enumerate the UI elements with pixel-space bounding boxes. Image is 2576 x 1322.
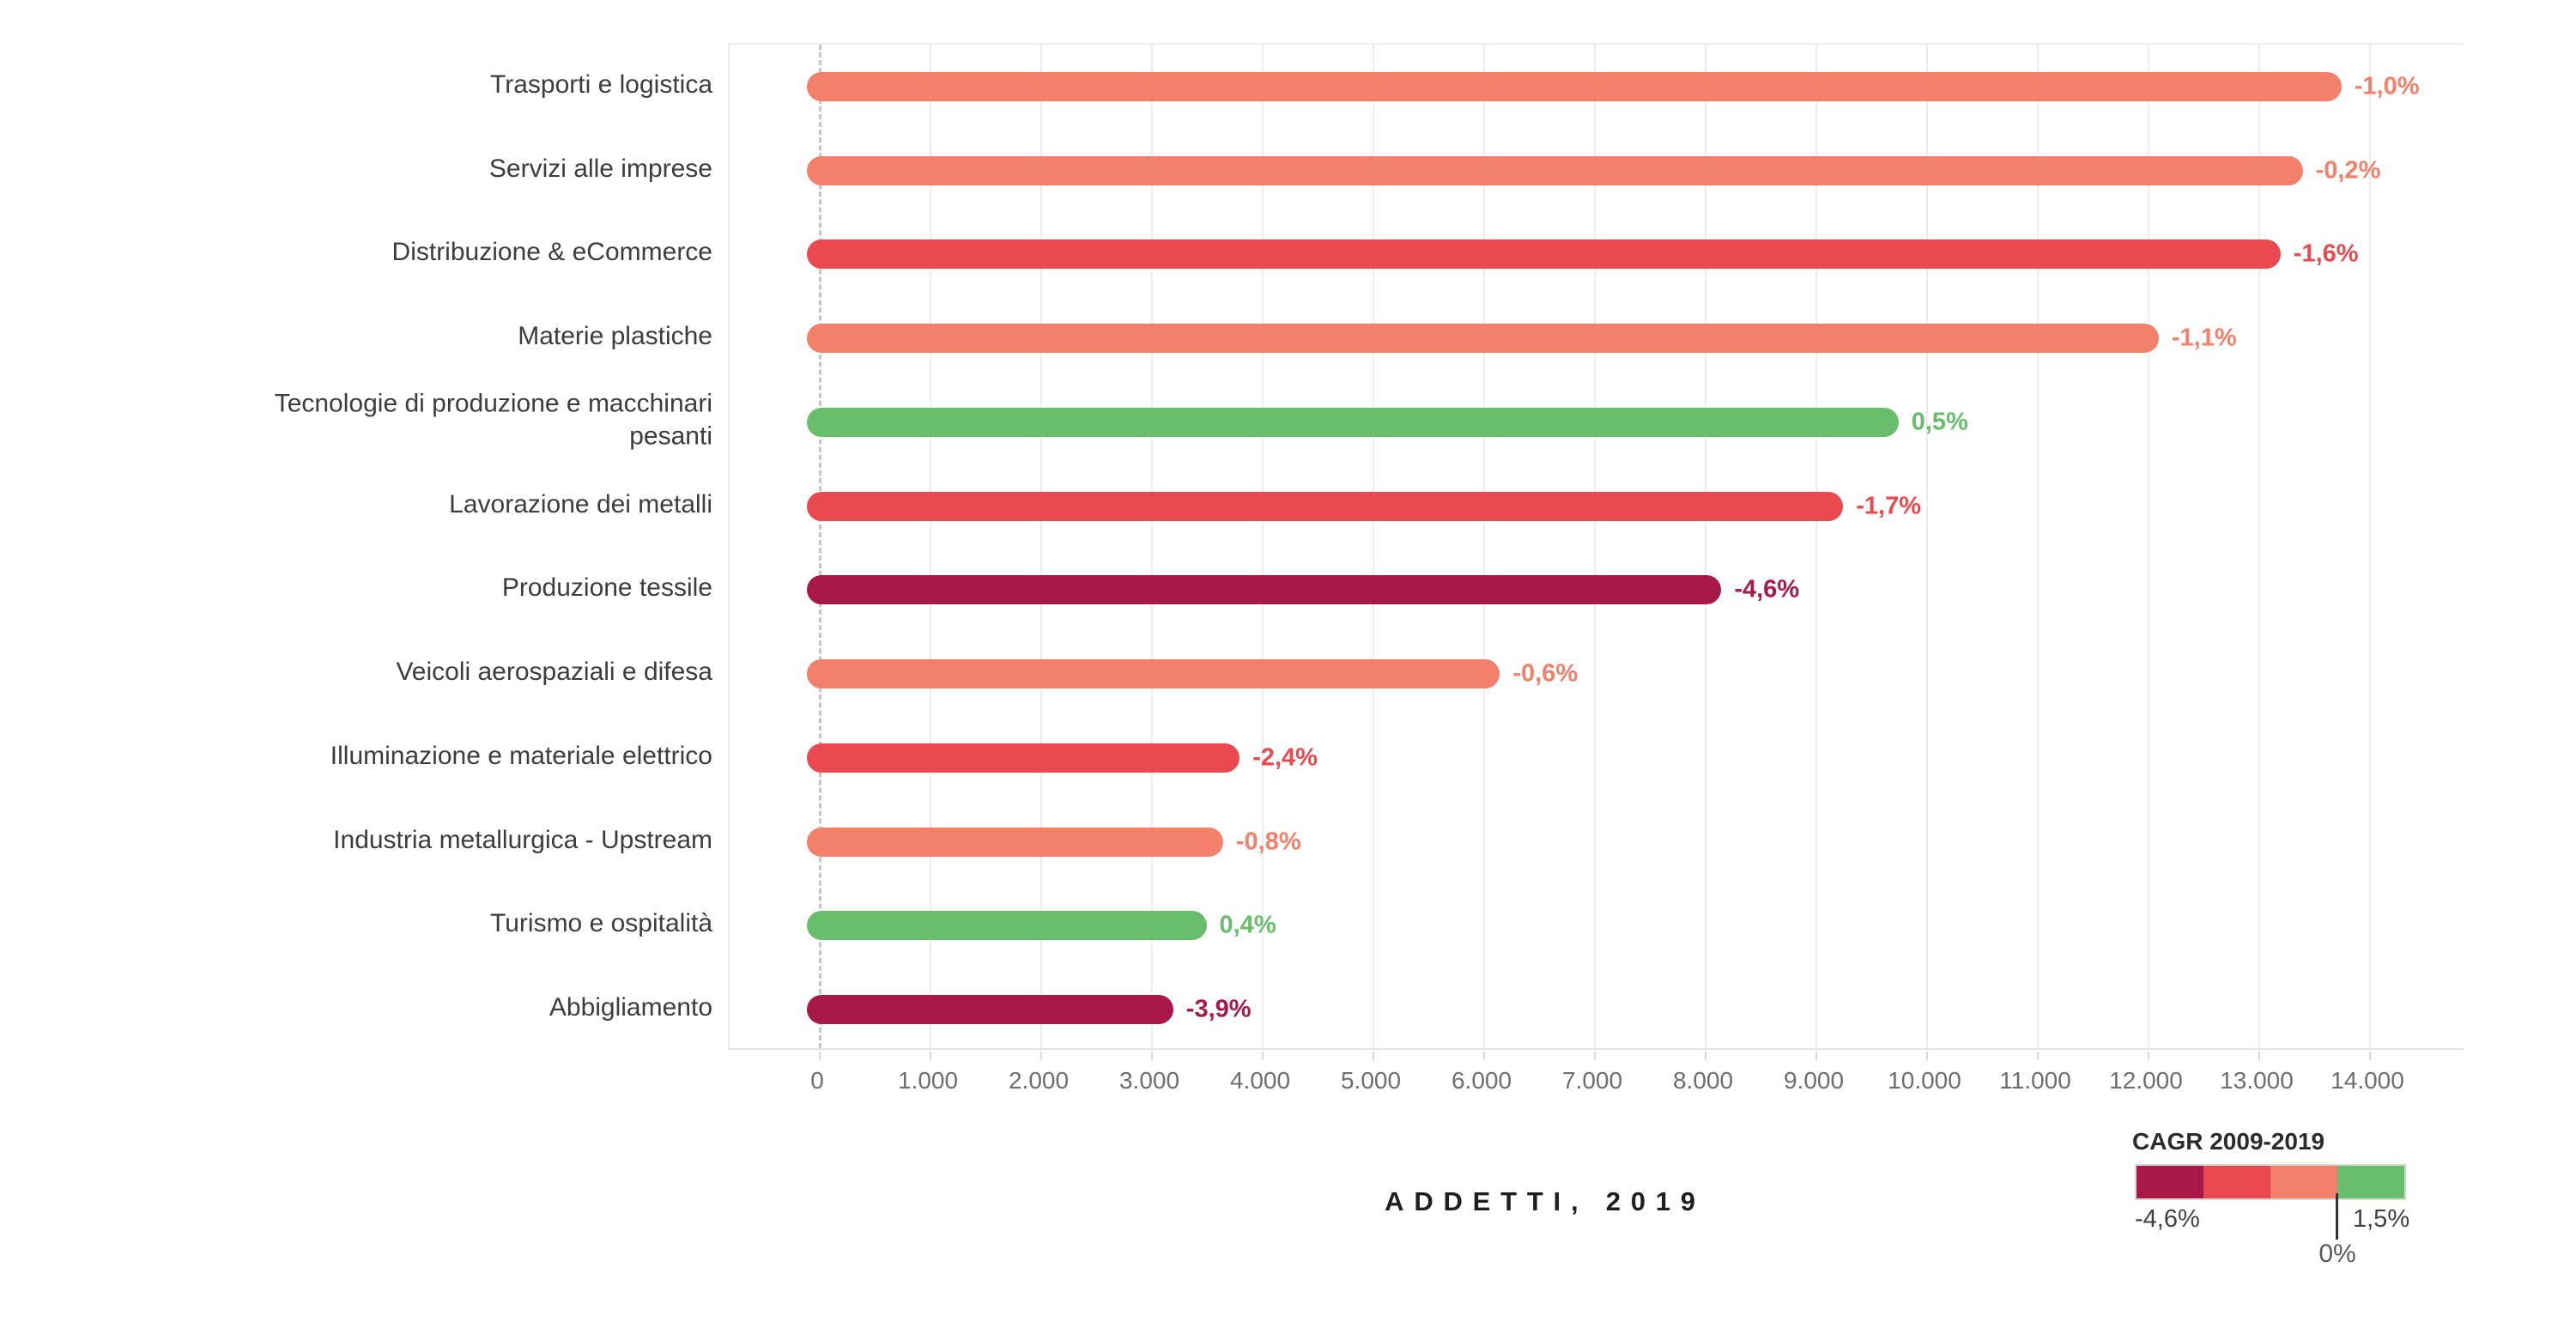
bar[interactable] bbox=[807, 911, 1207, 941]
category-label: Lavorazione dei metalli bbox=[449, 489, 712, 518]
bar[interactable] bbox=[807, 659, 1500, 689]
legend-zero-tick bbox=[2336, 1193, 2338, 1240]
bar[interactable] bbox=[807, 575, 1722, 605]
gridline bbox=[1926, 45, 1928, 1048]
x-tick-label: 9.000 bbox=[1783, 1067, 1845, 1094]
x-tick-label: 10.000 bbox=[1888, 1067, 1961, 1094]
bar[interactable] bbox=[807, 491, 1844, 521]
gridline bbox=[1151, 45, 1153, 1048]
legend-segment-maroon bbox=[2137, 1166, 2203, 1198]
category-label: Abbigliamento bbox=[549, 992, 712, 1022]
x-axis-title: ADDETTI, 2019 bbox=[1385, 1186, 1706, 1216]
gridline bbox=[1594, 45, 1596, 1048]
gridline bbox=[2148, 45, 2149, 1048]
legend-max-label: 1,5% bbox=[2353, 1205, 2410, 1233]
category-label: Servizi alle imprese bbox=[488, 154, 712, 183]
legend-segment-salmon bbox=[2270, 1166, 2337, 1198]
legend-zero-label: 0% bbox=[2318, 1240, 2356, 1268]
x-tick-label: 5.000 bbox=[1340, 1067, 1402, 1094]
x-tick-label: 2.000 bbox=[1008, 1067, 1070, 1094]
cagr-value-label: 0,5% bbox=[1911, 408, 1968, 436]
cagr-value-label: -1,6% bbox=[2293, 240, 2359, 268]
category-label: Industria metallurgica - Upstream bbox=[333, 825, 712, 854]
legend-color-ramp bbox=[2135, 1164, 2406, 1200]
axis-tick-mark bbox=[2369, 1052, 2371, 1060]
axis-tick-mark bbox=[1926, 1052, 1928, 1060]
cagr-value-label: -4,6% bbox=[1734, 575, 1800, 603]
axis-tick-mark bbox=[1594, 1052, 1596, 1060]
category-label: Illuminazione e materiale elettrico bbox=[330, 741, 712, 770]
cagr-value-label: 0,4% bbox=[1219, 911, 1276, 939]
x-tick-label: 4.000 bbox=[1229, 1067, 1291, 1094]
x-tick-label: 8.000 bbox=[1672, 1067, 1734, 1094]
cagr-value-label: -1,0% bbox=[2354, 72, 2420, 100]
axis-tick-mark bbox=[1483, 1052, 1485, 1060]
zero-gridline bbox=[819, 45, 821, 1048]
gridline bbox=[2037, 45, 2039, 1048]
axis-tick-mark bbox=[1815, 1052, 1817, 1060]
category-label: Produzione tessile bbox=[501, 573, 712, 603]
axis-tick-mark bbox=[1151, 1052, 1153, 1060]
x-tick-label: 13.000 bbox=[2220, 1067, 2294, 1094]
gridline bbox=[1815, 45, 1817, 1048]
bar[interactable] bbox=[807, 827, 1223, 857]
x-tick-label: 7.000 bbox=[1561, 1067, 1623, 1094]
axis-tick-mark bbox=[930, 1052, 931, 1060]
legend-segment-green bbox=[2337, 1166, 2404, 1198]
cagr-value-label: -1,7% bbox=[1856, 492, 1922, 520]
cagr-value-label: -2,4% bbox=[1252, 743, 1318, 772]
gridline bbox=[2369, 45, 2371, 1048]
x-tick-label: 3.000 bbox=[1118, 1067, 1180, 1094]
legend-segment-red bbox=[2203, 1166, 2270, 1198]
legend-min-label: -4,6% bbox=[2135, 1205, 2200, 1233]
axis-tick-mark bbox=[1373, 1052, 1374, 1060]
legend-title: CAGR 2009-2019 bbox=[2132, 1128, 2325, 1155]
axis-tick-mark bbox=[1040, 1052, 1042, 1060]
bar[interactable] bbox=[807, 324, 2159, 354]
gridline bbox=[2258, 45, 2260, 1048]
gridline bbox=[1705, 45, 1706, 1048]
cagr-value-label: -0,2% bbox=[2315, 156, 2381, 185]
category-label: Tecnologie di produzione e macchinari pe… bbox=[274, 389, 712, 451]
cagr-value-label: -3,9% bbox=[1185, 995, 1252, 1023]
category-label: Veicoli aerospaziali e difesa bbox=[396, 657, 712, 686]
gridline bbox=[1483, 45, 1485, 1048]
x-tick-label: 12.000 bbox=[2109, 1067, 2183, 1094]
category-label: Materie plastiche bbox=[518, 321, 712, 350]
gridline bbox=[1262, 45, 1264, 1048]
cagr-value-label: -0,8% bbox=[1235, 828, 1301, 856]
bar[interactable] bbox=[807, 743, 1240, 773]
axis-tick-mark bbox=[2258, 1052, 2260, 1060]
plot-area: -1,0% -0,2% -1,6% -1,1% 0,5% -1,7% -4,6% -0,6% -… bbox=[728, 43, 2464, 1060]
gridline bbox=[930, 45, 931, 1048]
axis-tick-mark bbox=[819, 1052, 821, 1060]
x-tick-label: 0 bbox=[810, 1067, 824, 1094]
category-label: Distribuzione & eCommerce bbox=[391, 238, 712, 267]
axis-tick-mark bbox=[2148, 1052, 2149, 1060]
cagr-value-label: -0,6% bbox=[1512, 659, 1579, 688]
x-tick-label: 1.000 bbox=[897, 1067, 959, 1094]
x-tick-label: 6.000 bbox=[1451, 1067, 1512, 1094]
axis-tick-mark bbox=[2037, 1052, 2039, 1060]
bar[interactable] bbox=[807, 240, 2281, 270]
axis-tick-mark bbox=[1705, 1052, 1706, 1060]
x-tick-label: 14.000 bbox=[2331, 1067, 2404, 1094]
gridline bbox=[1373, 45, 1374, 1048]
axis-tick-mark bbox=[1262, 1052, 1264, 1060]
bar[interactable] bbox=[807, 155, 2303, 185]
category-label: Turismo e ospitalità bbox=[490, 909, 712, 938]
category-label: Trasporti e logistica bbox=[490, 70, 712, 99]
x-tick-label: 11.000 bbox=[1999, 1067, 2071, 1094]
bar[interactable] bbox=[807, 407, 1899, 437]
cagr-value-label: -1,1% bbox=[2171, 324, 2237, 352]
bar[interactable] bbox=[807, 995, 1173, 1025]
gridline bbox=[1040, 45, 1042, 1048]
bar[interactable] bbox=[807, 71, 2342, 101]
